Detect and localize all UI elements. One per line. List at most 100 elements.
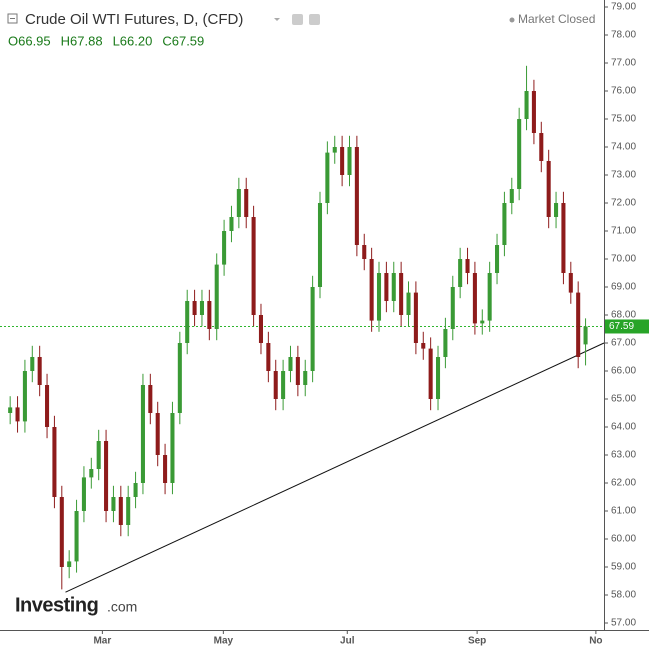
ohlc-value: C67.59 bbox=[162, 33, 204, 48]
candle-body bbox=[421, 343, 426, 349]
candle-body bbox=[362, 245, 367, 259]
x-tick-label: No bbox=[589, 636, 602, 647]
y-tick-label: 76.00 bbox=[611, 86, 636, 97]
candle-body bbox=[391, 273, 396, 301]
candle-body bbox=[185, 301, 190, 343]
y-tick-label: 74.00 bbox=[611, 142, 636, 153]
candle-body bbox=[354, 147, 359, 245]
candle-body bbox=[126, 497, 131, 525]
candle-body bbox=[266, 343, 271, 371]
candle-body bbox=[531, 91, 536, 133]
candle-body bbox=[295, 357, 300, 385]
ohlc-value: O66.95 bbox=[8, 33, 51, 48]
candle-body bbox=[288, 357, 293, 371]
candle-body bbox=[524, 91, 529, 119]
last-price-box bbox=[605, 319, 649, 334]
eye-icon[interactable] bbox=[292, 14, 303, 25]
candle-body bbox=[546, 161, 551, 217]
candle-body bbox=[199, 301, 204, 315]
candle-body bbox=[406, 292, 411, 315]
candle-body bbox=[435, 357, 441, 399]
candle-body bbox=[376, 273, 382, 321]
y-tick-label: 67.00 bbox=[611, 338, 636, 349]
candle-body bbox=[502, 203, 507, 245]
candle-body bbox=[192, 301, 197, 315]
y-tick-label: 70.00 bbox=[611, 254, 636, 265]
watermark-suffix: .com bbox=[107, 599, 137, 615]
candle-body bbox=[458, 259, 463, 287]
candle-body bbox=[340, 147, 345, 175]
candle-body bbox=[443, 329, 448, 357]
candle-body bbox=[45, 385, 50, 427]
trendline bbox=[65, 342, 605, 593]
candle-body bbox=[332, 147, 337, 153]
candle-body bbox=[89, 469, 94, 478]
candle-body bbox=[325, 152, 330, 203]
candle-body bbox=[487, 273, 492, 321]
candle-body bbox=[465, 259, 470, 273]
y-tick-label: 60.00 bbox=[611, 534, 636, 545]
last-price-label: 67.59 bbox=[609, 321, 634, 332]
y-tick-label: 58.00 bbox=[611, 590, 636, 601]
y-tick-label: 75.00 bbox=[611, 114, 636, 125]
candle-body bbox=[509, 189, 514, 203]
y-tick-label: 79.00 bbox=[611, 2, 636, 13]
candle-body bbox=[118, 497, 123, 525]
candle-body bbox=[495, 245, 500, 273]
y-tick-label: 66.00 bbox=[611, 366, 636, 377]
candle-body bbox=[281, 371, 286, 399]
candle-body bbox=[155, 413, 160, 455]
candle-body bbox=[428, 348, 433, 399]
collapse-icon[interactable] bbox=[7, 13, 18, 24]
chart-title: Crude Oil WTI Futures, D, (CFD) bbox=[25, 11, 243, 28]
settings-icon[interactable] bbox=[309, 14, 320, 25]
x-tick-label: Jul bbox=[340, 636, 355, 647]
candle-body bbox=[303, 371, 308, 385]
candle-body bbox=[37, 357, 42, 385]
candle-body bbox=[539, 133, 544, 161]
candle-body bbox=[347, 147, 352, 175]
candle-body bbox=[15, 407, 20, 422]
candle-body bbox=[229, 217, 234, 231]
x-tick-label: Sep bbox=[468, 636, 486, 647]
candle-body bbox=[148, 385, 153, 413]
y-tick-label: 78.00 bbox=[611, 30, 636, 41]
candle-body bbox=[369, 259, 374, 321]
candle-body bbox=[273, 371, 278, 399]
candle-body bbox=[480, 320, 485, 324]
y-tick-label: 72.00 bbox=[611, 198, 636, 209]
candle-body bbox=[104, 441, 109, 511]
candle-body bbox=[258, 315, 264, 343]
candle-body bbox=[568, 273, 573, 293]
candle-body bbox=[236, 189, 241, 217]
candle-body bbox=[30, 357, 35, 371]
y-tick-label: 57.00 bbox=[611, 618, 636, 629]
ohlc-value: L66.20 bbox=[113, 33, 153, 48]
candle-body bbox=[214, 264, 219, 329]
y-tick-label: 68.00 bbox=[611, 310, 636, 321]
candle-body bbox=[177, 343, 182, 413]
candle-body bbox=[133, 483, 138, 497]
y-tick-label: 59.00 bbox=[611, 562, 636, 573]
y-tick-label: 62.00 bbox=[611, 478, 636, 489]
candle-body bbox=[59, 497, 64, 567]
candle-body bbox=[140, 385, 145, 483]
y-tick-label: 77.00 bbox=[611, 58, 636, 69]
candle-body bbox=[472, 273, 477, 324]
candle-body bbox=[554, 203, 559, 217]
y-tick-label: 61.00 bbox=[611, 506, 636, 517]
dropdown-icon[interactable] bbox=[274, 18, 280, 21]
candle-body bbox=[310, 287, 315, 371]
candle-body bbox=[22, 371, 27, 422]
y-tick-label: 63.00 bbox=[611, 450, 636, 461]
ohlc-value: H67.88 bbox=[61, 33, 103, 48]
candle-body bbox=[244, 189, 249, 217]
candle-body bbox=[450, 287, 455, 329]
candle-body bbox=[111, 497, 116, 511]
candle-body bbox=[8, 407, 13, 413]
candle-body bbox=[222, 231, 227, 265]
candle-body bbox=[399, 273, 404, 315]
candle-body bbox=[67, 561, 72, 567]
watermark-main: Investing bbox=[15, 594, 98, 616]
